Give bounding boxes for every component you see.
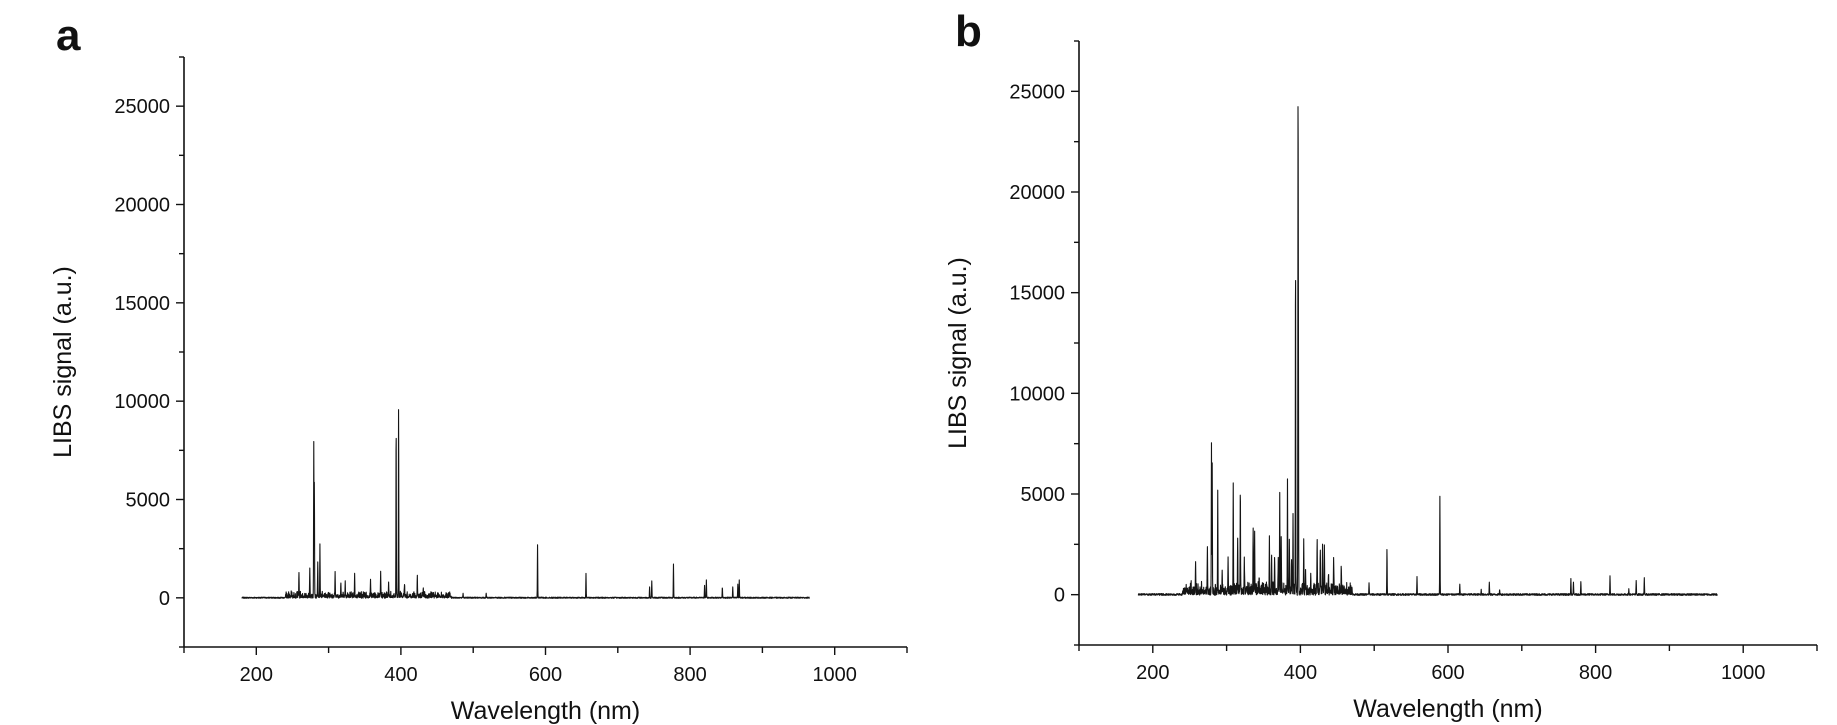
y-tick-label: 25000 [1009,81,1065,103]
x-axis-title: Wavelength (nm) [1353,695,1542,723]
panel-a: a 0 5000 10000 15000 20000 25000 200 400 600 800 10… [49,11,908,725]
x-tick-label: 400 [1284,662,1317,684]
y-axis-title: LIBS signal (a.u.) [49,266,77,458]
y-tick-label: 5000 [1021,484,1066,506]
y-tick-label: 15000 [114,293,170,315]
spectrum-line [1137,106,1718,596]
y-tick-label: 25000 [114,96,170,118]
y-tick-label: 15000 [1009,283,1065,305]
y-tick-label: 0 [159,588,170,610]
y-tick-label: 20000 [114,195,170,217]
x-tick-label: 200 [240,664,273,686]
x-tick-label: 600 [529,664,562,686]
x-tick-label: 1000 [812,664,857,686]
y-tick-label: 20000 [1009,182,1065,204]
panel-b: b 0 5000 10000 15000 20000 25000 200 400 600 800 10… [944,7,1818,723]
panel-label: b [955,7,982,56]
x-tick-label: 200 [1136,662,1169,684]
x-axis-title: Wavelength (nm) [451,697,640,725]
y-axis-title: LIBS signal (a.u.) [944,257,972,449]
x-tick-label: 1000 [1721,662,1766,684]
y-tick-label: 0 [1054,585,1065,607]
x-tick-label: 600 [1431,662,1464,684]
x-tick-label: 800 [673,664,706,686]
spectrum-line [241,409,810,599]
panel-label: a [56,11,81,60]
y-tick-label: 5000 [126,490,171,512]
y-tick-label: 10000 [1009,383,1065,405]
x-tick-label: 800 [1579,662,1612,684]
x-tick-label: 400 [384,664,417,686]
y-tick-label: 10000 [114,391,170,413]
